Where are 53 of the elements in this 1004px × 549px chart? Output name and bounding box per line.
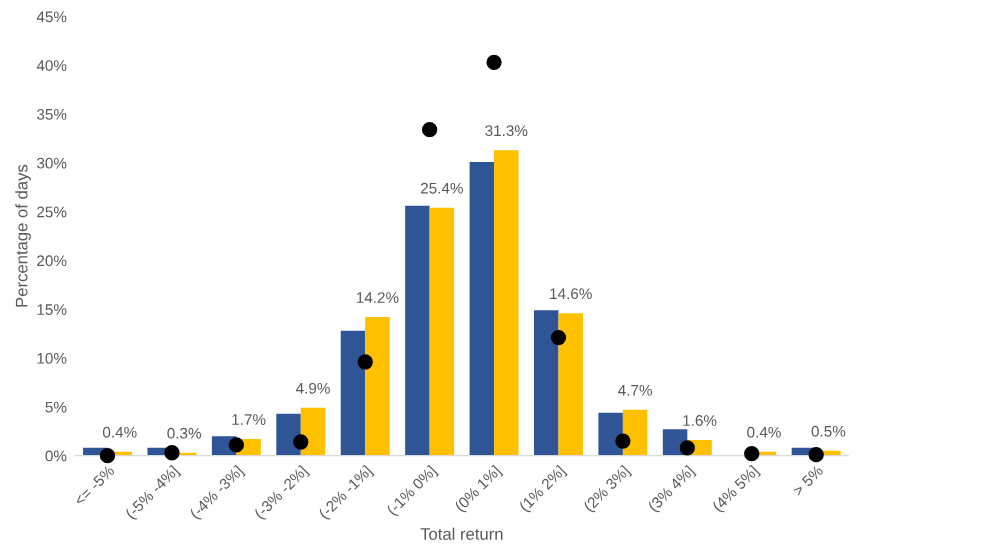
y-tick-label: 45% [36, 11, 67, 23]
point [357, 354, 373, 370]
y-tick-label: 25% [37, 206, 67, 218]
x-tick-label: > 5% [792, 464, 824, 497]
bar [405, 205, 430, 456]
point [808, 447, 824, 463]
bar [558, 313, 583, 456]
bar [533, 310, 559, 456]
bar [469, 161, 495, 456]
point [293, 434, 309, 450]
y-tick-label: 5% [45, 401, 67, 413]
y-tick-label: 40% [36, 60, 67, 71]
point [550, 329, 567, 346]
y-tick-label: 35% [36, 108, 67, 120]
y-tick-label: 20% [37, 255, 67, 267]
data-label: 25.4% [420, 182, 463, 194]
data-label: 1.6% [683, 415, 717, 426]
y-tick-label: 15% [37, 304, 67, 315]
data-label: 0.4% [102, 426, 137, 438]
x-tick-label: <= -5% [73, 464, 116, 507]
x-tick-label: (0% 1%] [453, 464, 504, 515]
bar [429, 207, 455, 456]
point [486, 54, 502, 70]
x-tick-label: (1% 2%] [518, 464, 568, 515]
point [164, 445, 180, 461]
y-tick-label: 10% [37, 352, 67, 364]
bar [340, 330, 366, 456]
bar [598, 412, 623, 456]
point [99, 448, 116, 464]
x-tick-label: (4% 5%] [711, 464, 762, 515]
point [679, 440, 695, 456]
data-label: 31.3% [485, 125, 528, 137]
y-tick-label: 30% [36, 157, 67, 169]
x-tick-label: (2% 3%] [582, 464, 633, 515]
data-label: 0.5% [811, 425, 846, 437]
y-axis-title: Percentage of days [15, 164, 31, 307]
bar [276, 413, 301, 456]
x-tick-label: (3% 4%] [647, 464, 697, 515]
data-label: 1.7% [232, 414, 266, 425]
point [615, 433, 631, 449]
point [744, 446, 760, 462]
data-label: 0.3% [167, 427, 202, 439]
data-label: 0.4% [747, 426, 781, 438]
point [421, 122, 438, 138]
point [228, 437, 244, 453]
y-tick-label: 0% [45, 450, 67, 462]
data-label: 14.6% [550, 288, 592, 300]
data-label: 4.7% [618, 384, 653, 396]
bar [494, 150, 519, 456]
x-axis-title: Total return [420, 527, 503, 540]
data-label: 4.9% [295, 382, 330, 394]
data-label: 14.2% [356, 292, 399, 303]
bar [365, 317, 390, 456]
